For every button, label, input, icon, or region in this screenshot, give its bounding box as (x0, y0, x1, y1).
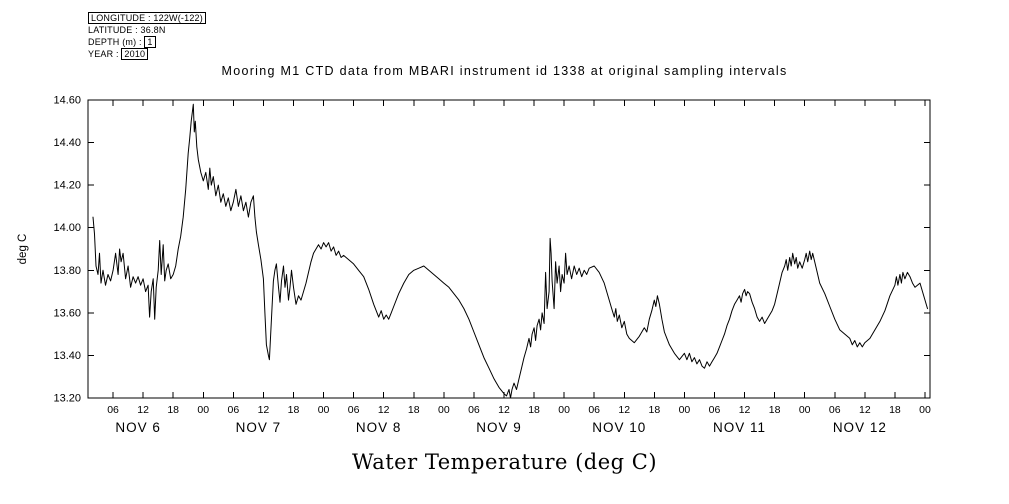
x-tick-label: 12 (498, 404, 510, 416)
x-tick-label: 12 (137, 404, 149, 416)
x-day-label: NOV 12 (833, 420, 887, 435)
x-tick-label: 18 (528, 404, 540, 416)
y-tick-label: 14.00 (53, 222, 81, 234)
x-tick-label: 18 (288, 404, 300, 416)
x-tick-label: 18 (649, 404, 661, 416)
metadata-box: LONGITUDE : 122W(-122) LATITUDE : 36.8N … (88, 12, 206, 60)
depth-value: 1 (144, 36, 156, 48)
y-tick-label: 14.40 (53, 137, 81, 149)
x-tick-label: 12 (618, 404, 630, 416)
x-tick-label: 18 (408, 404, 420, 416)
x-day-label: NOV 6 (115, 420, 161, 435)
y-axis-label: deg C (17, 234, 29, 265)
x-day-label: NOV 9 (476, 420, 522, 435)
x-tick-label: 12 (739, 404, 751, 416)
y-tick-label: 13.60 (53, 307, 81, 319)
x-day-label: NOV 8 (356, 420, 402, 435)
x-tick-label: 12 (378, 404, 390, 416)
plot-frame (87, 99, 931, 399)
x-tick-label: 06 (588, 404, 600, 416)
x-tick-label: 06 (107, 404, 119, 416)
depth-line: DEPTH (m) : 1 (88, 36, 206, 48)
y-tick-label: 14.60 (53, 95, 81, 107)
x-tick-label: 06 (829, 404, 841, 416)
x-tick-label: 06 (468, 404, 480, 416)
x-tick-label: 18 (769, 404, 781, 416)
x-day-label: NOV 10 (592, 420, 646, 435)
x-tick-label: 00 (919, 404, 931, 416)
longitude-value: LONGITUDE : 122W(-122) (88, 12, 206, 24)
chart-caption: Water Temperature (deg C) (351, 450, 658, 474)
depth-label: DEPTH (m) : (88, 37, 142, 47)
x-tick-label: 06 (709, 404, 721, 416)
y-tick-label: 13.80 (53, 265, 81, 277)
x-tick-label: 18 (889, 404, 901, 416)
x-tick-label: 12 (859, 404, 871, 416)
x-tick-label: 00 (438, 404, 450, 416)
chart-title: Mooring M1 CTD data from MBARI instrumen… (221, 64, 788, 78)
y-tick-label: 13.40 (53, 350, 81, 362)
year-line: YEAR : 2010 (88, 48, 206, 60)
x-tick-label: 12 (258, 404, 270, 416)
year-value: 2010 (121, 48, 149, 60)
x-tick-label: 00 (799, 404, 811, 416)
latitude-line: LATITUDE : 36.8N (88, 25, 166, 35)
x-tick-label: 00 (197, 404, 209, 416)
x-tick-label: 00 (679, 404, 691, 416)
temperature-line (92, 103, 928, 399)
x-day-label: NOV 7 (236, 420, 282, 435)
x-tick-label: 00 (318, 404, 330, 416)
y-tick-label: 14.20 (53, 180, 81, 192)
longitude-line: LONGITUDE : 122W(-122) (88, 12, 206, 24)
y-tick-label: 13.20 (53, 393, 81, 405)
x-tick-label: 06 (228, 404, 240, 416)
x-tick-label: 18 (167, 404, 179, 416)
x-day-label: NOV 11 (713, 420, 766, 435)
x-tick-label: 00 (558, 404, 570, 416)
year-label: YEAR : (88, 49, 119, 59)
x-tick-label: 06 (348, 404, 360, 416)
